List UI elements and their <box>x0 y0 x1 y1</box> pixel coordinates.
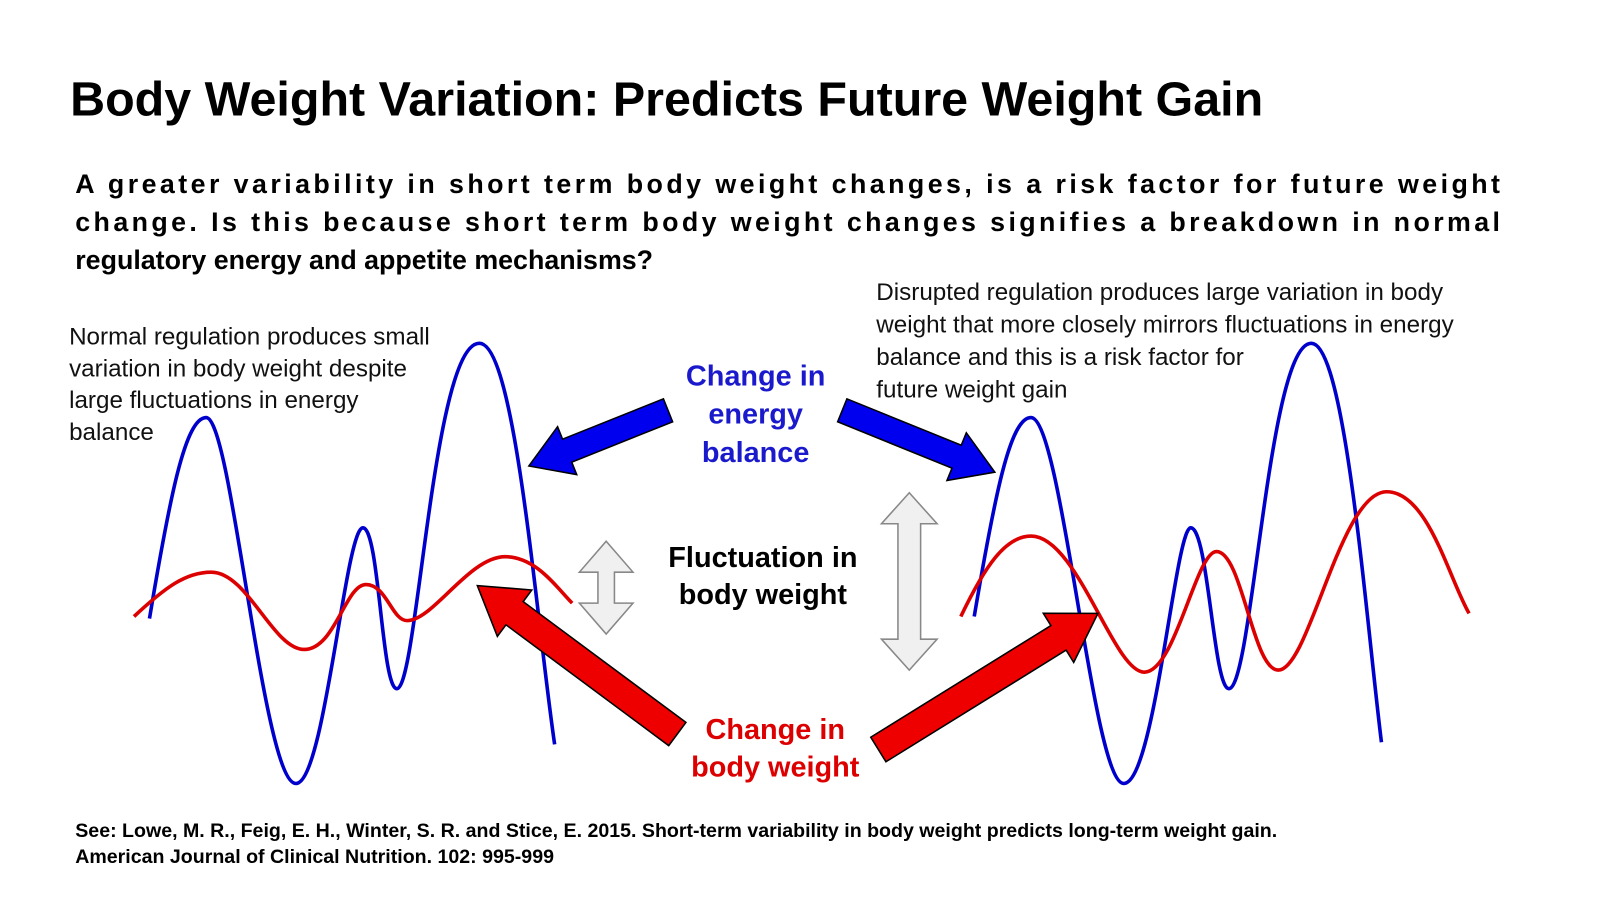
text-line: weight that more closely mirrors fluctua… <box>875 311 1454 338</box>
text-line: A greater variability in short term body… <box>75 169 1500 199</box>
energy-curve-right <box>972 341 1384 786</box>
text-line: Change in <box>706 714 846 746</box>
blue-arrow <box>836 397 997 482</box>
label-energy: Change in energy balance <box>686 361 826 469</box>
text-line: energy <box>708 399 803 431</box>
text-line: body weight <box>691 751 860 783</box>
weight-curve-left <box>132 554 574 652</box>
red-arrow <box>476 584 688 747</box>
label-fluctuation: Fluctuation in body weight <box>668 542 857 611</box>
text-line: Change in <box>686 361 826 393</box>
note-left: Normal regulation produces small variatio… <box>69 323 430 446</box>
text-line: body weight <box>679 579 848 611</box>
note-right: Disrupted regulation produces large vari… <box>875 279 1454 403</box>
text-line: American Journal of Clinical Nutrition. … <box>75 846 554 868</box>
text-line: Normal regulation produces small <box>69 323 430 350</box>
gray-double-arrow <box>577 540 635 636</box>
red-arrow <box>869 612 1100 763</box>
arrows <box>476 397 1100 763</box>
text-line: Disrupted regulation produces large vari… <box>876 279 1444 306</box>
text-line: variation in body weight despite <box>69 355 407 382</box>
reference: See: Lowe, M. R., Feig, E. H., Winter, S… <box>75 820 1277 868</box>
blue-arrow <box>527 397 674 476</box>
title: Body Weight Variation: Predicts Future W… <box>70 72 1263 126</box>
text-line: change. Is this because short term body … <box>75 207 1500 237</box>
energy-curve-left <box>147 341 557 786</box>
gray-double-arrow <box>879 491 939 672</box>
text-line: future weight gain <box>876 376 1067 403</box>
text-line: balance <box>702 437 809 469</box>
text-line: large fluctuations in energy <box>69 387 359 414</box>
text-line: balance and this is a risk factor for <box>876 344 1243 371</box>
text-line: balance <box>69 419 154 446</box>
text-line: See: Lowe, M. R., Feig, E. H., Winter, S… <box>75 820 1277 842</box>
label-weight: Change in body weight <box>691 714 860 783</box>
weight-curve-right <box>959 489 1471 674</box>
text-line: Fluctuation in <box>668 542 857 574</box>
text-line: regulatory energy and appetite mechanism… <box>75 245 653 275</box>
